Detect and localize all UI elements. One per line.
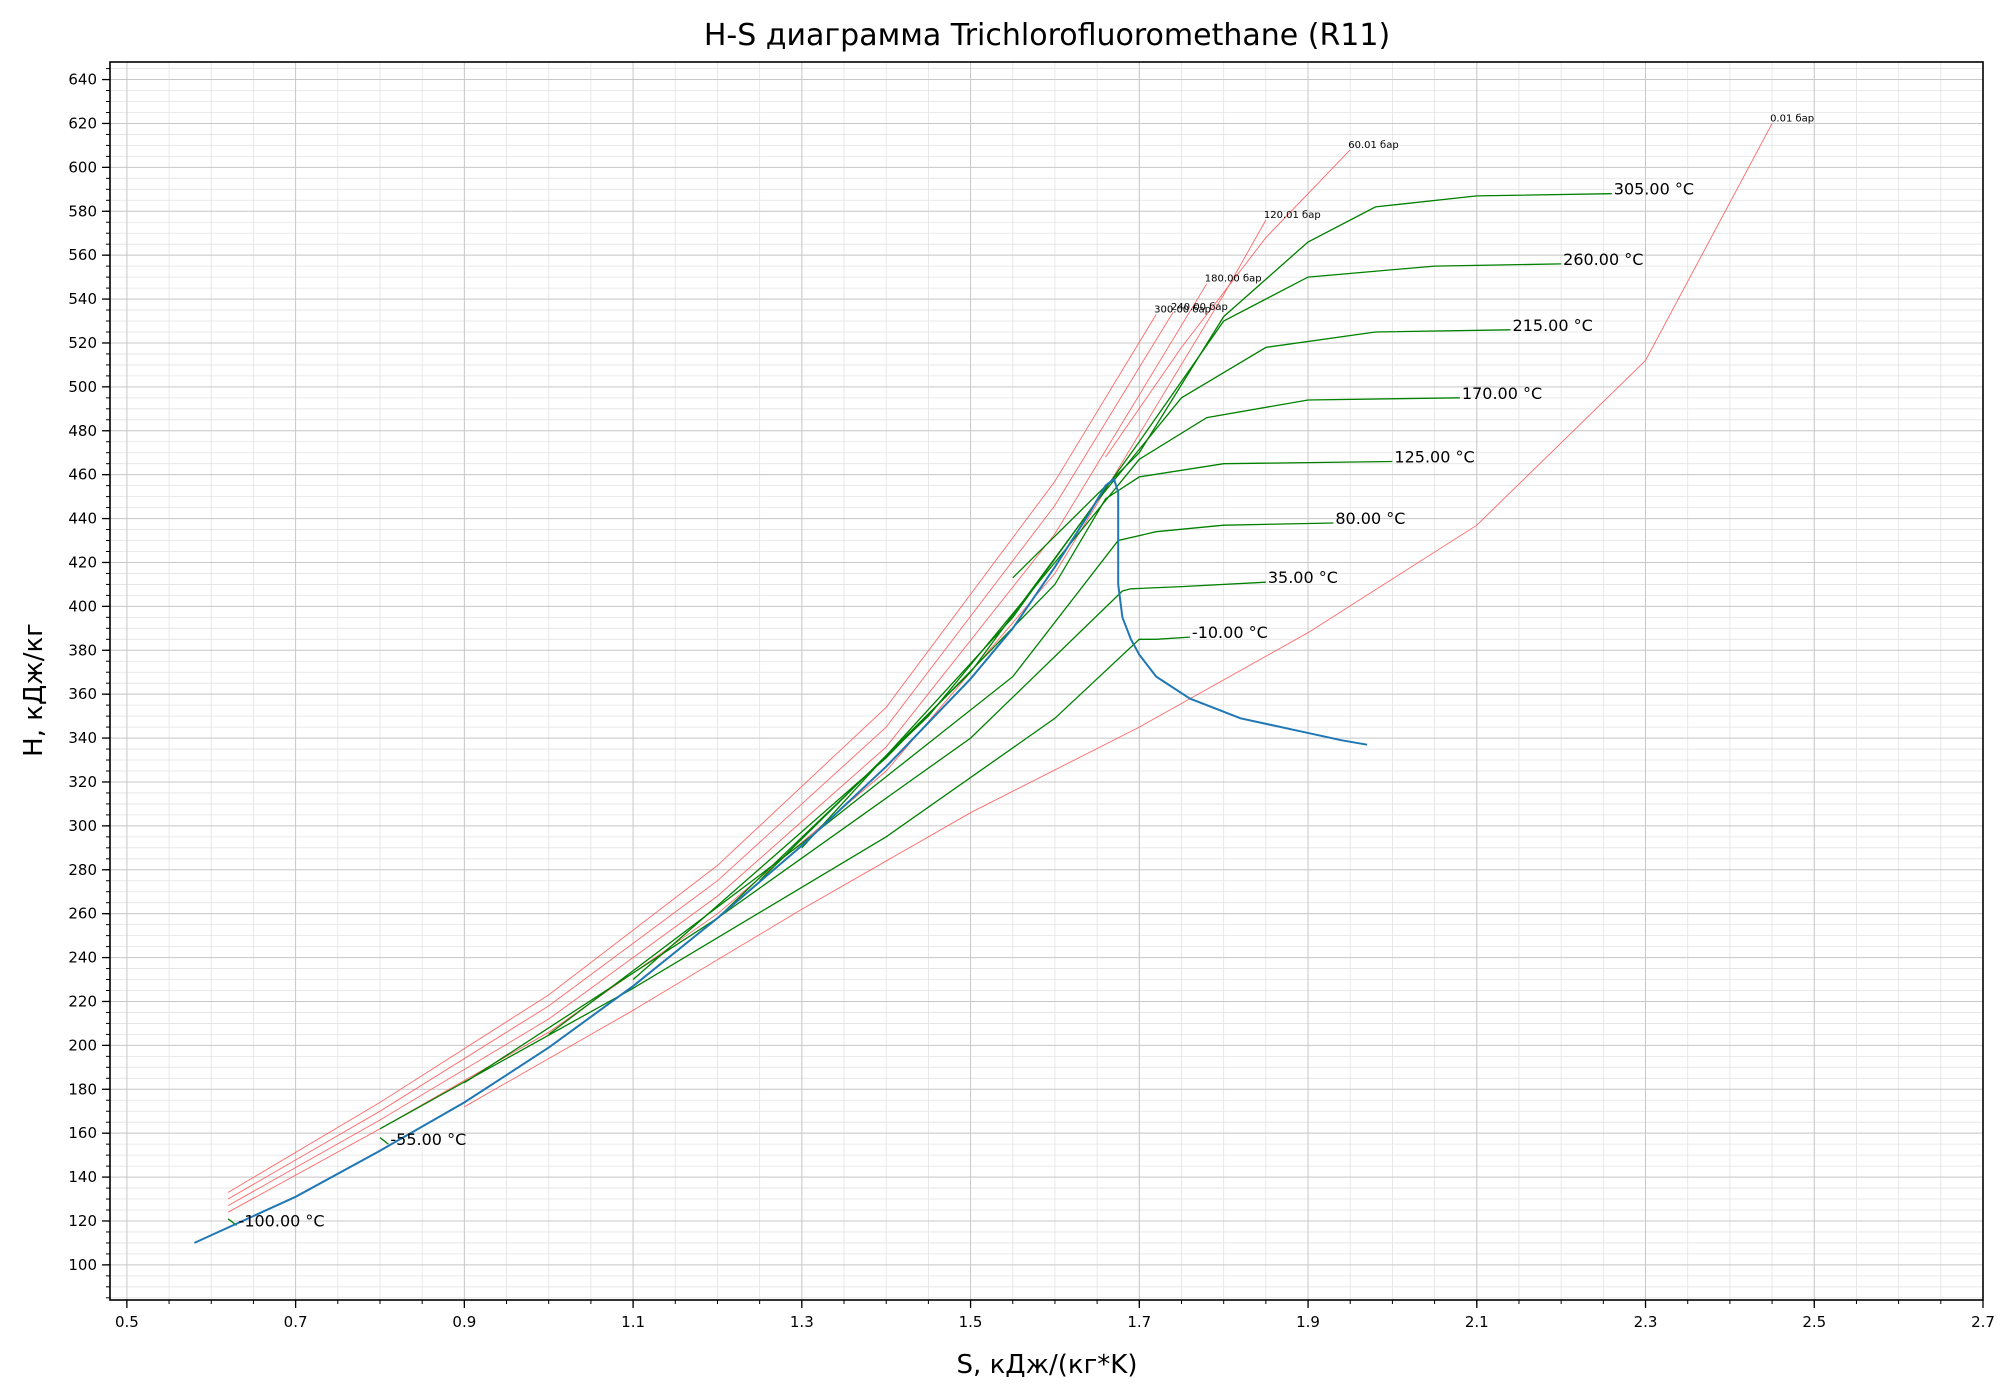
y-tick-label: 300 xyxy=(68,817,97,835)
y-tick-label: 280 xyxy=(68,861,97,879)
isobar-line xyxy=(227,283,1208,1206)
plot-series xyxy=(193,123,1773,1244)
x-axis-label: S, кДж/(кг*K) xyxy=(957,1350,1138,1380)
y-tick-label: 200 xyxy=(68,1036,97,1054)
y-tick-label: 640 xyxy=(68,71,97,89)
isotherm-label: 215.00 °C xyxy=(1513,316,1593,335)
isobar-label: 60.01 бар xyxy=(1348,140,1398,151)
y-tick-label: 180 xyxy=(68,1080,97,1098)
y-tick-label: 340 xyxy=(68,729,97,747)
y-tick-label: 480 xyxy=(68,422,97,440)
y-tick-label: 220 xyxy=(68,992,97,1010)
isobar-line xyxy=(1105,149,1351,458)
isobar-label: 0.01 бар xyxy=(1770,113,1814,124)
isotherm-line xyxy=(1012,193,1612,579)
x-tick-label: 0.9 xyxy=(452,1313,476,1331)
x-tick-label: 0.7 xyxy=(284,1313,308,1331)
isotherm-label: 170.00 °C xyxy=(1462,384,1542,403)
isobar-line xyxy=(227,311,1174,1200)
x-tick-label: 2.5 xyxy=(1802,1313,1826,1331)
isotherm-label: -55.00 °C xyxy=(390,1130,466,1149)
x-tick-label: 2.1 xyxy=(1465,1313,1489,1331)
x-tick-label: 2.3 xyxy=(1634,1313,1658,1331)
y-tick-label: 260 xyxy=(68,905,97,923)
major-gridlines xyxy=(110,62,1984,1300)
chart-title: H-S диаграмма Trichlorofluoromethane (R1… xyxy=(704,18,1390,53)
y-tick-label: 560 xyxy=(68,246,97,264)
isobar-label: 300.00 бар xyxy=(1154,304,1211,315)
plot-frame xyxy=(109,61,1984,1301)
x-tick-label: 1.1 xyxy=(621,1313,645,1331)
series-labels: 0.01 бар 60.01 бар 120.01 бар 180.00 бар 240… xyxy=(239,113,1815,1230)
y-axis-label: H, кДж/кг xyxy=(19,623,49,757)
isobar-label: 120.01 бар xyxy=(1264,210,1321,221)
y-tick-label: 240 xyxy=(68,949,97,967)
isotherm-line xyxy=(717,397,1460,919)
x-tick-label: 1.9 xyxy=(1296,1313,1320,1331)
x-tick-label: 1.5 xyxy=(959,1313,983,1331)
y-tick-label: 360 xyxy=(68,685,97,703)
isotherm-label: 305.00 °C xyxy=(1614,180,1694,199)
y-tick-label: 500 xyxy=(68,378,97,396)
isobar-label: 180.00 бар xyxy=(1205,274,1262,285)
y-tick-label: 400 xyxy=(68,597,97,615)
y-tick-label: 120 xyxy=(68,1212,97,1230)
y-tick-label: 600 xyxy=(68,158,97,176)
isotherm-label: 80.00 °C xyxy=(1335,509,1405,528)
isotherm-label: 35.00 °C xyxy=(1268,568,1338,587)
isotherm-line xyxy=(379,636,1190,1130)
y-tick-label: 320 xyxy=(68,773,97,791)
y-tick-label: 520 xyxy=(68,334,97,352)
isobar-line xyxy=(464,123,1773,1108)
isotherm-line xyxy=(379,1137,389,1145)
y-tick-label: 460 xyxy=(68,466,97,484)
y-tick-label: 380 xyxy=(68,641,97,659)
isotherm-label: 125.00 °C xyxy=(1394,447,1474,466)
isotherm-label: -10.00 °C xyxy=(1192,623,1268,642)
isotherm-label: 260.00 °C xyxy=(1563,250,1643,269)
isotherm-line xyxy=(632,460,1393,980)
y-tick-label: 140 xyxy=(68,1168,97,1186)
y-tick-label: 620 xyxy=(68,114,97,132)
isotherm-line xyxy=(801,263,1562,849)
x-tick-label: 2.7 xyxy=(1971,1313,1995,1331)
y-tick-label: 440 xyxy=(68,510,97,528)
isobar-label: 240.00 бар xyxy=(1171,302,1228,313)
saturation-curve xyxy=(193,477,1368,1244)
y-tick-label: 160 xyxy=(68,1124,97,1142)
x-tick-label: 0.5 xyxy=(115,1313,139,1331)
y-tick-label: 420 xyxy=(68,553,97,571)
x-tick-label: 1.7 xyxy=(1127,1313,1151,1331)
isotherm-label: -100.00 °C xyxy=(239,1211,325,1230)
x-tick-label: 1.3 xyxy=(790,1313,814,1331)
isotherm-line xyxy=(759,329,1511,882)
y-tick-label: 540 xyxy=(68,290,97,308)
y-tick-label: 580 xyxy=(68,202,97,220)
isobar-line xyxy=(227,314,1157,1193)
y-tick-label: 100 xyxy=(68,1256,97,1274)
axis-ticks: 0.5 0.7 0.9 1.1 1.3 1.5 1.7 1.9 2.1 2.3 2.5 2.7 100 1… xyxy=(68,68,1995,1331)
